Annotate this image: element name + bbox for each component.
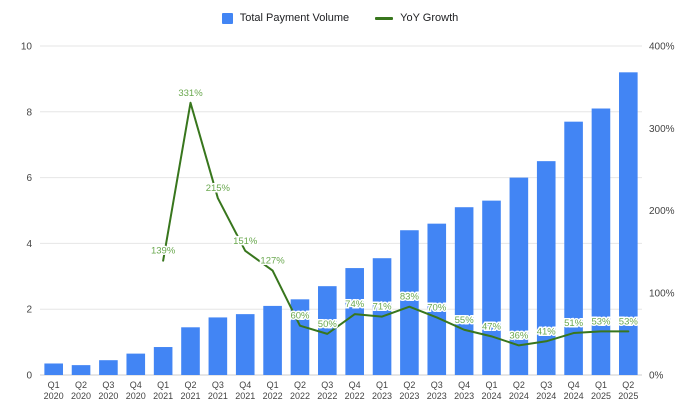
- left-axis-tick-label: 10: [21, 42, 33, 53]
- x-axis-tick-label: Q1 2025: [591, 380, 611, 401]
- line-data-label: 36%: [509, 330, 529, 341]
- bar-q3-2021[interactable]: [208, 317, 228, 375]
- x-axis-tick-label: Q2 2023: [399, 380, 419, 401]
- yoy-growth-line: [162, 101, 630, 347]
- bar-q1-2020[interactable]: [44, 363, 63, 375]
- x-axis-tick-label: Q3 2024: [536, 380, 556, 401]
- x-axis-tick-label: Q2 2022: [290, 380, 310, 401]
- bar-q2-2025[interactable]: [619, 72, 638, 375]
- bar-q2-2023[interactable]: [400, 230, 419, 375]
- line-data-label: 151%: [233, 236, 258, 247]
- bar-q4-2021[interactable]: [235, 314, 255, 375]
- x-axis-tick-label: Q3 2021: [208, 380, 228, 401]
- line-series-swatch-icon: [375, 16, 394, 20]
- bar-q3-2022[interactable]: [318, 286, 337, 375]
- line-data-label: 55%: [455, 315, 475, 326]
- legend-label-yoy-growth: YoY Growth: [400, 12, 459, 24]
- bar-series-swatch-icon: [221, 12, 233, 24]
- line-data-label: 83%: [400, 292, 420, 303]
- legend-label-total-payment-volume: Total Payment Volume: [239, 12, 350, 24]
- line-data-label: 41%: [537, 326, 557, 337]
- line-data-label: 70%: [427, 302, 447, 313]
- x-axis-tick-label: Q1 2020: [44, 380, 64, 401]
- left-axis-tick-label: 4: [26, 239, 32, 250]
- x-axis-labels: Q1 2020 Q2 2020 Q3 2020 Q4 2020 Q1 2021 Q2 2021 Q3 20…: [44, 380, 639, 401]
- line-data-label: 53%: [619, 316, 639, 327]
- chart-legend: Total Payment Volume YoY Growth: [0, 12, 680, 24]
- x-axis-tick-label: Q4 2023: [454, 380, 474, 401]
- x-axis-tick-label: Q3 2020: [98, 380, 118, 401]
- line-data-label: 74%: [345, 299, 365, 310]
- bar-q4-2024[interactable]: [564, 121, 583, 375]
- legend-item-total-payment-volume[interactable]: Total Payment Volume: [221, 12, 350, 24]
- bar-q3-2020[interactable]: [99, 360, 118, 375]
- line-data-label: 215%: [206, 183, 231, 194]
- line-data-label: 53%: [591, 316, 611, 327]
- line-data-label: 47%: [482, 321, 502, 332]
- x-axis-tick-label: Q4 2024: [564, 380, 584, 401]
- left-axis-tick-label: 2: [26, 305, 32, 316]
- line-data-label: 331%: [178, 88, 203, 99]
- legend-item-yoy-growth[interactable]: YoY Growth: [375, 12, 458, 24]
- line-data-label: 127%: [260, 256, 285, 267]
- x-axis-tick-label: Q2 2024: [509, 380, 529, 401]
- bar-q1-2021[interactable]: [153, 347, 173, 375]
- x-axis-tick-label: Q1 2022: [263, 380, 283, 401]
- x-axis-tick-label: Q1 2023: [372, 380, 392, 401]
- bar-q1-2025[interactable]: [591, 108, 611, 375]
- x-axis-tick-label: Q2 2021: [180, 380, 200, 401]
- line-data-label: 51%: [564, 318, 584, 329]
- right-axis-labels: 0% 100% 200% 300% 400%: [649, 42, 675, 382]
- x-axis-tick-label: Q1 2021: [153, 380, 173, 401]
- left-axis-labels: 0 2 4 6 8 10: [21, 42, 33, 382]
- x-axis-tick-label: Q3 2022: [317, 380, 337, 401]
- x-axis-tick-label: Q2 2025: [618, 380, 638, 401]
- line-data-labels: 139% 331% 215% 151%127% 60% 50% 74% 71% 83% 70% 55…: [149, 86, 639, 343]
- left-axis-tick-label: 6: [26, 173, 32, 184]
- bar-q4-2020[interactable]: [126, 353, 146, 375]
- line-data-label: 50%: [318, 319, 338, 330]
- x-axis-tick-label: Q4 2022: [345, 380, 365, 401]
- x-axis-tick-label: Q4 2021: [235, 380, 255, 401]
- x-axis-tick-label: Q1 2024: [481, 380, 501, 401]
- x-axis-tick-label: Q4 2020: [126, 380, 146, 401]
- right-axis-tick-label: 0%: [649, 371, 664, 382]
- right-axis-tick-label: 100%: [649, 288, 675, 299]
- right-axis-tick-label: 400%: [649, 42, 675, 53]
- bar-q4-2023[interactable]: [454, 207, 474, 375]
- right-axis-tick-label: 200%: [649, 206, 675, 217]
- line-data-label: 139%: [151, 246, 176, 257]
- bar-q3-2023[interactable]: [427, 223, 447, 375]
- bar-q4-2022[interactable]: [345, 268, 364, 375]
- bar-q3-2024[interactable]: [536, 161, 556, 375]
- x-axis-tick-label: Q3 2023: [427, 380, 447, 401]
- line-data-label: 71%: [373, 302, 393, 313]
- x-axis-tick-label: Q2 2020: [71, 380, 91, 401]
- line-data-label: 60%: [290, 311, 310, 322]
- left-axis-tick-label: 0: [26, 371, 32, 382]
- right-axis-tick-label: 300%: [649, 124, 675, 135]
- bar-q2-2024[interactable]: [509, 177, 529, 375]
- bar-q2-2021[interactable]: [181, 327, 200, 375]
- bar-q2-2020[interactable]: [71, 365, 91, 375]
- bar-q1-2024[interactable]: [482, 200, 501, 375]
- left-axis-tick-label: 8: [26, 107, 32, 118]
- bar-q1-2022[interactable]: [263, 305, 282, 375]
